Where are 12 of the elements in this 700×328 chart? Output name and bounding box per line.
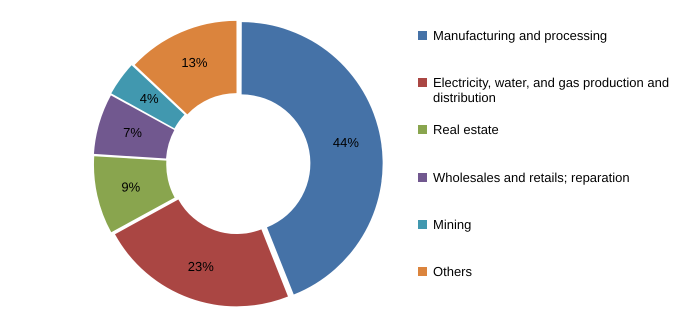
data-label: 13% xyxy=(181,54,208,70)
legend-label: Manufacturing and processing xyxy=(433,28,608,43)
data-label: 4% xyxy=(140,91,159,106)
legend-label: Real estate xyxy=(433,122,499,138)
data-label: 7% xyxy=(123,124,142,140)
legend-label: Others xyxy=(433,264,472,279)
data-label: 23% xyxy=(188,258,214,274)
legend-label: Electricity, water, and gas production and distribution xyxy=(433,75,670,106)
data-label: 9% xyxy=(121,180,141,195)
legend-label: Mining xyxy=(433,216,472,232)
data-label: 44% xyxy=(332,134,360,150)
legend-label: Wholesales and retails; reparation xyxy=(433,170,630,185)
